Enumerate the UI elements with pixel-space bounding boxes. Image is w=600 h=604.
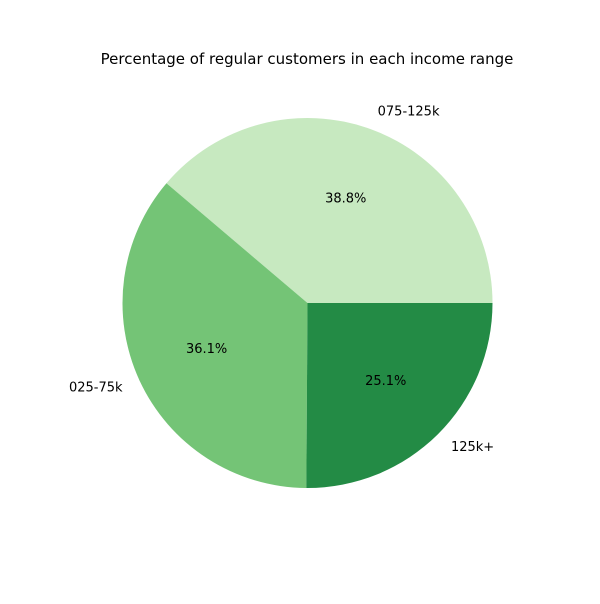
pie-slice-2 [306, 303, 493, 488]
slice-label-0: 075-125k [378, 104, 440, 119]
pie-labels: 075-125k 38.8% 025-75k 36.1% 125k+ 25.1% [69, 104, 494, 454]
slice-percent-label-0: 38.8% [325, 191, 366, 206]
pie-slice-0 [166, 117, 493, 303]
chart-title: Percentage of regular customers in each … [101, 50, 514, 68]
slice-percent-label-1: 36.1% [186, 342, 227, 357]
pie-slices [122, 117, 493, 488]
slice-label-2: 125k+ [451, 440, 494, 455]
slice-label-1: 025-75k [69, 380, 123, 395]
slice-percent-label-2: 25.1% [365, 374, 406, 389]
pie-slice-1 [122, 183, 308, 488]
